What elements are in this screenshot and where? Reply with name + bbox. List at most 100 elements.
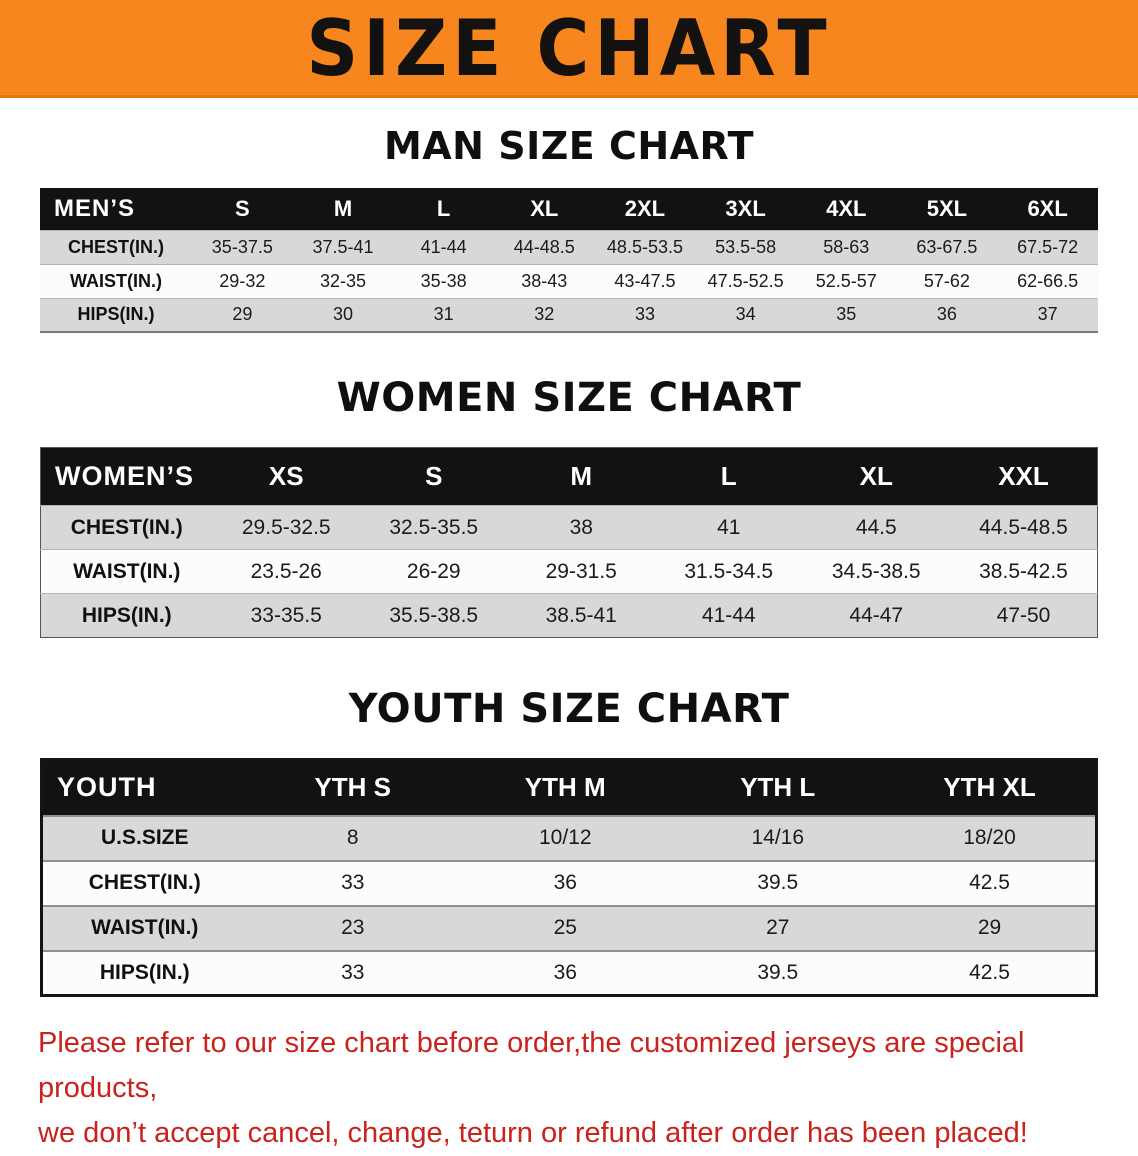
table-row: WAIST(IN.) 23 25 27 29 (41, 905, 1097, 951)
size-cell: 52.5-57 (815, 270, 877, 291)
row-label: WAIST(IN.) (91, 916, 199, 939)
size-cell: 8 (346, 826, 359, 849)
size-cell: 67.5-72 (1017, 236, 1079, 257)
table-row: CHEST(IN.) 35-37.5 37.5-41 41-44 44-48.5… (40, 230, 1098, 264)
column-header: M (507, 447, 655, 506)
size-cell: 35-37.5 (211, 236, 273, 257)
row-label: HIPS(IN.) (99, 960, 190, 984)
size-cell: 29-32 (219, 270, 266, 291)
table-row: HIPS(IN.) 33-35.5 35.5-38.5 38.5-41 41-4… (40, 593, 1098, 638)
size-cell: 44-47 (849, 603, 904, 627)
women-chart-heading: WOMEN SIZE CHART (336, 375, 802, 421)
size-cell: 32 (534, 304, 555, 325)
column-header: XS (212, 447, 360, 506)
size-cell: 35 (836, 304, 857, 325)
women-corner-label: WOMEN’S (40, 447, 213, 506)
table-row: CHEST(IN.) 29.5-32.5 32.5-35.5 38 41 44.… (40, 505, 1098, 550)
size-cell: 41 (717, 515, 741, 539)
column-header: 2XL (594, 188, 696, 230)
size-cell: 62-66.5 (1017, 270, 1079, 291)
size-cell: 33-35.5 (250, 603, 322, 627)
size-cell: 47.5-52.5 (707, 270, 784, 291)
size-cell: 32.5-35.5 (389, 515, 479, 539)
column-header: XL (493, 188, 595, 230)
column-header: 6XL (997, 188, 1098, 230)
youth-size-chart-section: YOUTH SIZE CHART YOUTH YTH S YTH M YTH L… (0, 686, 1138, 997)
size-cell: 36 (936, 304, 957, 325)
size-cell: 48.5-53.5 (606, 236, 683, 257)
size-cell: 35-38 (420, 270, 467, 291)
column-header: YTH L (671, 759, 884, 816)
size-cell: 34 (735, 304, 756, 325)
row-label: CHEST(IN.) (70, 515, 183, 539)
size-cell: 23.5-26 (250, 559, 322, 583)
column-header: L (655, 447, 803, 506)
size-cell: 27 (766, 916, 790, 939)
column-header: 5XL (896, 188, 998, 230)
row-label: CHEST(IN.) (68, 236, 164, 257)
notice-line-2: we don’t accept cancel, change, teturn o… (38, 1116, 1028, 1149)
size-cell: 58-63 (823, 236, 870, 257)
size-cell: 29 (232, 304, 253, 325)
size-cell: 39.5 (757, 960, 799, 984)
size-cell: 29.5-32.5 (241, 515, 331, 539)
youth-header-row: YOUTH YTH S YTH M YTH L YTH XL (41, 759, 1097, 816)
notice-line-1: Please refer to our size chart before or… (38, 1027, 1025, 1104)
size-cell: 38.5-41 (545, 603, 617, 627)
size-cell: 38.5-42.5 (979, 559, 1068, 583)
page-title: SIZE CHART (306, 2, 832, 93)
size-cell: 39.5 (757, 871, 799, 894)
table-row: U.S.SIZE 8 10/12 14/16 18/20 (41, 815, 1097, 861)
youth-chart-heading: YOUTH SIZE CHART (348, 686, 790, 732)
size-cell: 42.5 (969, 871, 1010, 894)
size-cell: 29-31.5 (545, 559, 617, 583)
size-cell: 31.5-34.5 (684, 559, 774, 583)
size-cell: 38 (569, 515, 593, 539)
size-cell: 63-67.5 (916, 236, 978, 257)
row-label: HIPS(IN.) (77, 304, 155, 325)
size-cell: 42.5 (969, 960, 1010, 984)
size-cell: 37 (1037, 304, 1058, 325)
size-cell: 57-62 (923, 270, 970, 291)
size-cell: 44.5 (855, 515, 897, 539)
size-cell: 18/20 (963, 826, 1016, 849)
size-cell: 37.5-41 (312, 236, 374, 257)
size-cell: 35.5-38.5 (389, 603, 479, 627)
youth-size-table: YOUTH YTH S YTH M YTH L YTH XL U.S.SIZE … (40, 758, 1098, 997)
row-label: CHEST(IN.) (88, 871, 201, 894)
size-cell: 25 (553, 916, 577, 939)
size-cell: 33 (341, 960, 365, 984)
row-label: U.S.SIZE (100, 826, 189, 849)
column-header: M (292, 188, 394, 230)
size-cell: 14/16 (751, 826, 805, 849)
size-cell: 31 (433, 304, 454, 325)
size-cell: 30 (332, 304, 353, 325)
size-cell: 36 (553, 960, 577, 984)
size-cell: 36 (553, 871, 577, 894)
table-row: WAIST(IN.) 23.5-26 26-29 29-31.5 31.5-34… (40, 549, 1098, 594)
column-header: 3XL (695, 188, 796, 230)
youth-corner-label: YOUTH (41, 759, 247, 816)
column-header: L (393, 188, 494, 230)
size-cell: 32-35 (319, 270, 366, 291)
table-row: WAIST(IN.) 29-32 32-35 35-38 38-43 43-47… (40, 264, 1098, 298)
column-header: S (192, 188, 293, 230)
men-header-row: MEN’S S M L XL 2XL 3XL 4XL 5XL 6XL (40, 188, 1098, 230)
size-cell: 43-47.5 (614, 270, 676, 291)
size-cell: 53.5-58 (715, 236, 777, 257)
man-size-chart-section: MAN SIZE CHART MEN’S S M L XL 2XL 3XL 4X… (0, 124, 1138, 333)
size-cell: 47-50 (996, 603, 1051, 627)
row-label: HIPS(IN.) (81, 603, 172, 627)
size-cell: 44.5-48.5 (979, 515, 1068, 539)
women-size-table: WOMEN’S XS S M L XL XXL CHEST(IN.) 29.5-… (40, 447, 1098, 638)
column-header: XXL (950, 447, 1098, 506)
size-cell: 41-44 (420, 236, 467, 257)
size-cell: 23 (341, 916, 365, 939)
size-cell: 44-48.5 (513, 236, 575, 257)
table-row: HIPS(IN.) 33 36 39.5 42.5 (41, 950, 1097, 996)
column-header: YTH S (246, 759, 459, 816)
size-cell: 38-43 (521, 270, 568, 291)
size-cell: 33 (634, 304, 655, 325)
women-header-row: WOMEN’S XS S M L XL XXL (40, 447, 1098, 506)
size-cell: 10/12 (538, 826, 592, 849)
